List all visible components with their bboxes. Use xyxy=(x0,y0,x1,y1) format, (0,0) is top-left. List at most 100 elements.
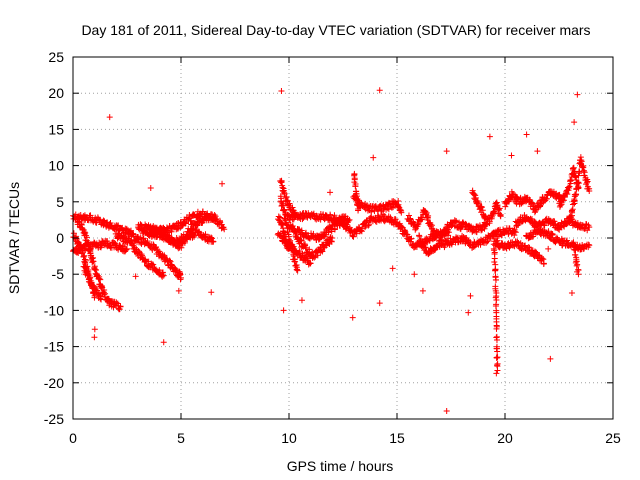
data-point xyxy=(81,252,88,259)
data-point xyxy=(212,213,219,220)
data-point xyxy=(493,334,500,341)
data-point xyxy=(167,258,174,265)
y-tick-label: -10 xyxy=(44,302,64,318)
data-point xyxy=(561,197,568,204)
data-point xyxy=(370,154,377,161)
data-point xyxy=(580,164,587,171)
data-point xyxy=(285,244,292,251)
data-point xyxy=(418,214,425,221)
data-point xyxy=(496,205,503,212)
y-tick-label: 15 xyxy=(48,121,64,137)
y-tick-label: -25 xyxy=(44,411,64,427)
data-point xyxy=(445,232,452,239)
data-point xyxy=(571,196,578,203)
data-point xyxy=(417,236,424,243)
x-tick-label: 15 xyxy=(389,430,405,446)
data-point xyxy=(177,271,184,278)
data-point xyxy=(123,225,130,232)
data-point xyxy=(568,290,575,297)
data-point xyxy=(294,267,301,274)
data-point xyxy=(422,244,429,251)
data-point xyxy=(563,238,570,245)
data-point xyxy=(97,295,104,302)
data-point xyxy=(575,271,582,278)
data-point xyxy=(352,183,359,190)
data-point xyxy=(586,187,593,194)
data-point xyxy=(151,224,158,231)
data-point xyxy=(545,245,552,252)
data-point xyxy=(84,241,91,248)
data-point xyxy=(444,228,451,235)
x-tick-label: 5 xyxy=(177,430,185,446)
data-point xyxy=(401,227,408,234)
data-point xyxy=(530,233,537,240)
data-point xyxy=(567,177,574,184)
data-point xyxy=(413,244,420,251)
axes: 0 5 10 15 20 25 -25 -20 -15 -10 -5 0 5 10 15 20 25 xyxy=(44,49,621,446)
data-point xyxy=(388,204,395,211)
data-point xyxy=(384,205,391,212)
data-point xyxy=(182,220,189,227)
data-point xyxy=(376,300,383,307)
chart-title: Day 181 of 2011, Sidereal Day-to-day VTE… xyxy=(81,22,590,38)
data-point xyxy=(493,325,500,332)
data-point xyxy=(91,263,98,270)
data-point xyxy=(514,238,521,245)
data-point xyxy=(416,233,423,240)
data-point xyxy=(208,289,215,296)
data-point xyxy=(89,244,96,251)
data-point xyxy=(327,189,334,196)
data-point xyxy=(160,272,167,279)
data-point xyxy=(289,223,296,230)
data-point xyxy=(310,230,317,237)
data-point xyxy=(366,221,373,228)
data-point xyxy=(306,246,313,253)
data-point xyxy=(147,185,154,192)
data-point xyxy=(494,237,501,244)
y-tick-label: -15 xyxy=(44,339,64,355)
data-point xyxy=(114,230,121,237)
x-axis-label: GPS time / hours xyxy=(287,458,394,474)
data-point xyxy=(523,131,530,138)
data-point xyxy=(508,152,515,159)
data-point xyxy=(493,307,500,314)
data-point xyxy=(541,222,548,229)
data-point xyxy=(89,259,96,266)
data-point xyxy=(91,334,98,341)
data-points xyxy=(70,87,593,415)
data-point xyxy=(117,303,124,310)
data-point xyxy=(493,370,500,377)
data-point xyxy=(528,200,535,207)
y-tick-label: -5 xyxy=(52,266,65,282)
data-point xyxy=(540,260,547,267)
data-point xyxy=(432,233,439,240)
data-point xyxy=(307,260,314,267)
x-tick-label: 0 xyxy=(69,430,77,446)
data-point xyxy=(135,248,142,255)
data-point xyxy=(124,245,130,252)
data-point xyxy=(132,273,139,280)
data-point xyxy=(368,208,375,215)
data-point xyxy=(506,225,513,232)
data-point xyxy=(425,214,432,221)
data-point xyxy=(354,199,361,206)
data-point xyxy=(327,211,334,218)
data-point xyxy=(493,354,500,361)
data-point xyxy=(543,195,550,202)
data-point xyxy=(534,148,541,155)
y-tick-label: 20 xyxy=(48,85,64,101)
data-point xyxy=(319,248,326,255)
data-point xyxy=(531,209,538,216)
data-point xyxy=(285,231,292,238)
data-point xyxy=(168,228,175,235)
data-point xyxy=(221,226,228,233)
data-point xyxy=(517,194,524,201)
data-point xyxy=(465,309,472,316)
data-point xyxy=(159,269,166,276)
data-point xyxy=(574,261,581,268)
data-point xyxy=(332,225,339,232)
data-point xyxy=(511,228,518,235)
data-point xyxy=(584,227,591,234)
data-point xyxy=(278,88,285,95)
